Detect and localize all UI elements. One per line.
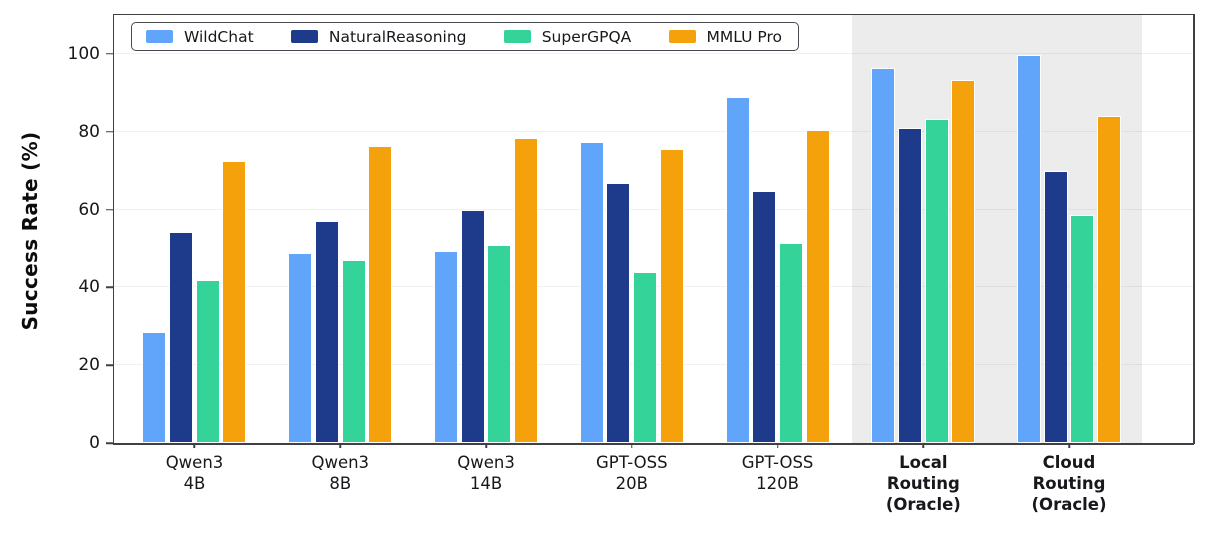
x-tick-label: GPT-OSS 120B [741, 453, 814, 493]
bar-group-gpt-oss-120b [725, 97, 830, 443]
bar-wildchat [725, 97, 750, 443]
bar-mmlu-pro [368, 146, 393, 443]
x-tick-mark [339, 443, 342, 448]
x-tick-mark [631, 443, 633, 448]
bar-mmlu-pro [1096, 116, 1121, 443]
plot-area [112, 13, 1195, 445]
y-tick-label: 20 [78, 355, 100, 376]
y-tick-mark [105, 130, 113, 133]
x-axis-spine [113, 443, 1194, 445]
gridline-80 [114, 130, 1193, 132]
bar-mmlu-pro [805, 130, 830, 443]
bar-wildchat [1017, 55, 1042, 443]
y-tick-mark [105, 286, 113, 289]
legend-swatch-icon [668, 30, 696, 43]
bar-supergpqa [1070, 214, 1095, 443]
bar-group-qwen3-4b [142, 161, 247, 443]
chart-legend: WildChat NaturalReasoning SuperGPQA MMLU Pr… [131, 22, 799, 51]
bar-supergpqa [341, 259, 366, 443]
bar-wildchat [288, 252, 313, 443]
bar-supergpqa [195, 279, 220, 443]
top-spine [113, 13, 1194, 15]
gridline-60 [114, 208, 1193, 210]
right-spine [1193, 14, 1195, 444]
bar-naturalreasoning [606, 183, 631, 443]
legend-swatch-icon [290, 30, 318, 43]
x-tick-mark [193, 443, 196, 448]
y-tick-label: 0 [89, 433, 100, 453]
bar-group-gpt-oss-20b [579, 142, 684, 443]
x-tick-label: GPT-OSS 20B [595, 453, 668, 493]
bar-group-cloud-routing-oracle- [1017, 55, 1121, 443]
bar-supergpqa [924, 118, 949, 443]
x-tick-label: Local Routing (Oracle) [885, 453, 961, 514]
legend-swatch-icon [503, 30, 531, 43]
y-tick-mark [105, 442, 113, 444]
bar-supergpqa [778, 243, 803, 443]
bar-group-local-routing-oracle- [871, 67, 976, 443]
bar-naturalreasoning [460, 209, 485, 443]
bar-group-qwen3-14b [434, 137, 538, 443]
legend-label: WildChat [184, 27, 254, 46]
bar-naturalreasoning [169, 231, 194, 443]
bar-wildchat [579, 142, 604, 443]
legend-swatch-icon [146, 30, 173, 43]
x-tick-mark [485, 443, 487, 448]
legend-label: NaturalReasoning [328, 27, 467, 46]
x-tick-mark [922, 443, 925, 448]
bar-group-qwen3-8b [288, 146, 393, 443]
x-tick-label: Cloud Routing (Oracle) [1031, 453, 1107, 514]
bar-mmlu-pro [951, 80, 976, 443]
x-tick-mark [776, 443, 779, 448]
bar-wildchat [434, 251, 459, 443]
bar-supergpqa [633, 271, 658, 443]
bar-mmlu-pro [659, 148, 684, 443]
bar-naturalreasoning [752, 191, 777, 443]
x-tick-label: Qwen3 4B [165, 453, 224, 493]
bar-naturalreasoning [898, 127, 922, 443]
legend-item-naturalreasoning: NaturalReasoning [290, 27, 467, 46]
bar-wildchat [142, 331, 167, 443]
legend-label: SuperGPQA [541, 27, 632, 46]
y-tick-mark [105, 364, 113, 366]
y-axis-spine [112, 14, 114, 444]
bar-mmlu-pro [222, 161, 247, 443]
y-axis-title: Success Rate (%) [18, 131, 42, 331]
legend-item-wildchat: WildChat [146, 28, 254, 46]
bar-mmlu-pro [514, 137, 538, 443]
legend-label: MMLU Pro [706, 27, 782, 46]
bar-wildchat [871, 67, 896, 443]
y-tick-label: 80 [78, 121, 100, 142]
y-tick-label: 40 [78, 277, 100, 298]
x-tick-mark [1068, 443, 1070, 448]
legend-item-mmlu-pro: MMLU Pro [668, 27, 782, 46]
bar-naturalreasoning [1043, 171, 1068, 443]
legend-item-supergpqa: SuperGPQA [503, 27, 632, 46]
x-tick-label: Qwen3 14B [457, 453, 515, 493]
gridline-100 [114, 52, 1193, 54]
y-tick-mark [105, 208, 113, 211]
x-tick-label: Qwen3 8B [311, 453, 370, 493]
bar-naturalreasoning [314, 221, 339, 443]
y-tick-mark [105, 53, 113, 55]
y-tick-label: 100 [67, 43, 100, 64]
bar-supergpqa [487, 245, 512, 443]
y-tick-label: 60 [78, 199, 100, 220]
